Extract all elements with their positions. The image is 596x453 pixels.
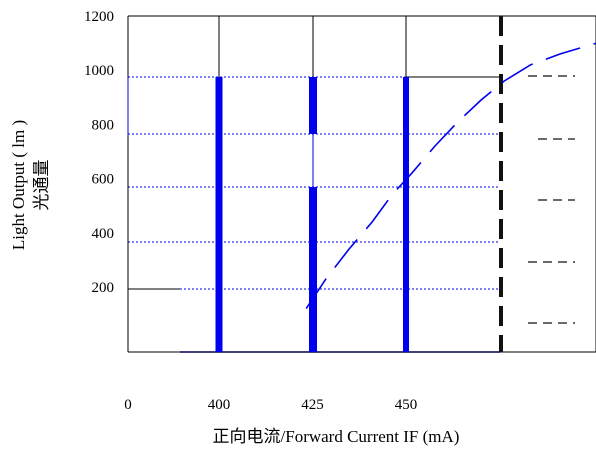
x-tick-label: 0 [124, 397, 132, 413]
y-tick-label: 200 [92, 280, 115, 296]
plot-frame [127, 15, 596, 353]
x-tick-labels: 0 400 425 450 [124, 397, 417, 413]
x-axis-label: 正向电流/Forward Current IF (mA) [213, 427, 460, 446]
y-tick-label: 1200 [84, 9, 114, 25]
x-tick-label: 400 [208, 397, 231, 413]
y-tick-label: 800 [92, 117, 115, 133]
y-axis-label-cn: 光通量 [32, 160, 51, 211]
y-tick-label: 1000 [84, 63, 114, 79]
y-tick-label: 400 [92, 226, 115, 242]
series-line [305, 42, 596, 310]
y-tick-label: 600 [92, 172, 115, 188]
series-layer [305, 42, 596, 310]
y-axis-label: Light Output ( lm ) [9, 120, 28, 250]
right-marker-area [499, 16, 575, 352]
x-tick-label: 425 [301, 397, 324, 413]
y-tick-labels: 200 400 600 800 1000 1200 [84, 9, 114, 296]
x-tick-label: 450 [395, 397, 418, 413]
thick-blue-bars [215, 77, 409, 352]
